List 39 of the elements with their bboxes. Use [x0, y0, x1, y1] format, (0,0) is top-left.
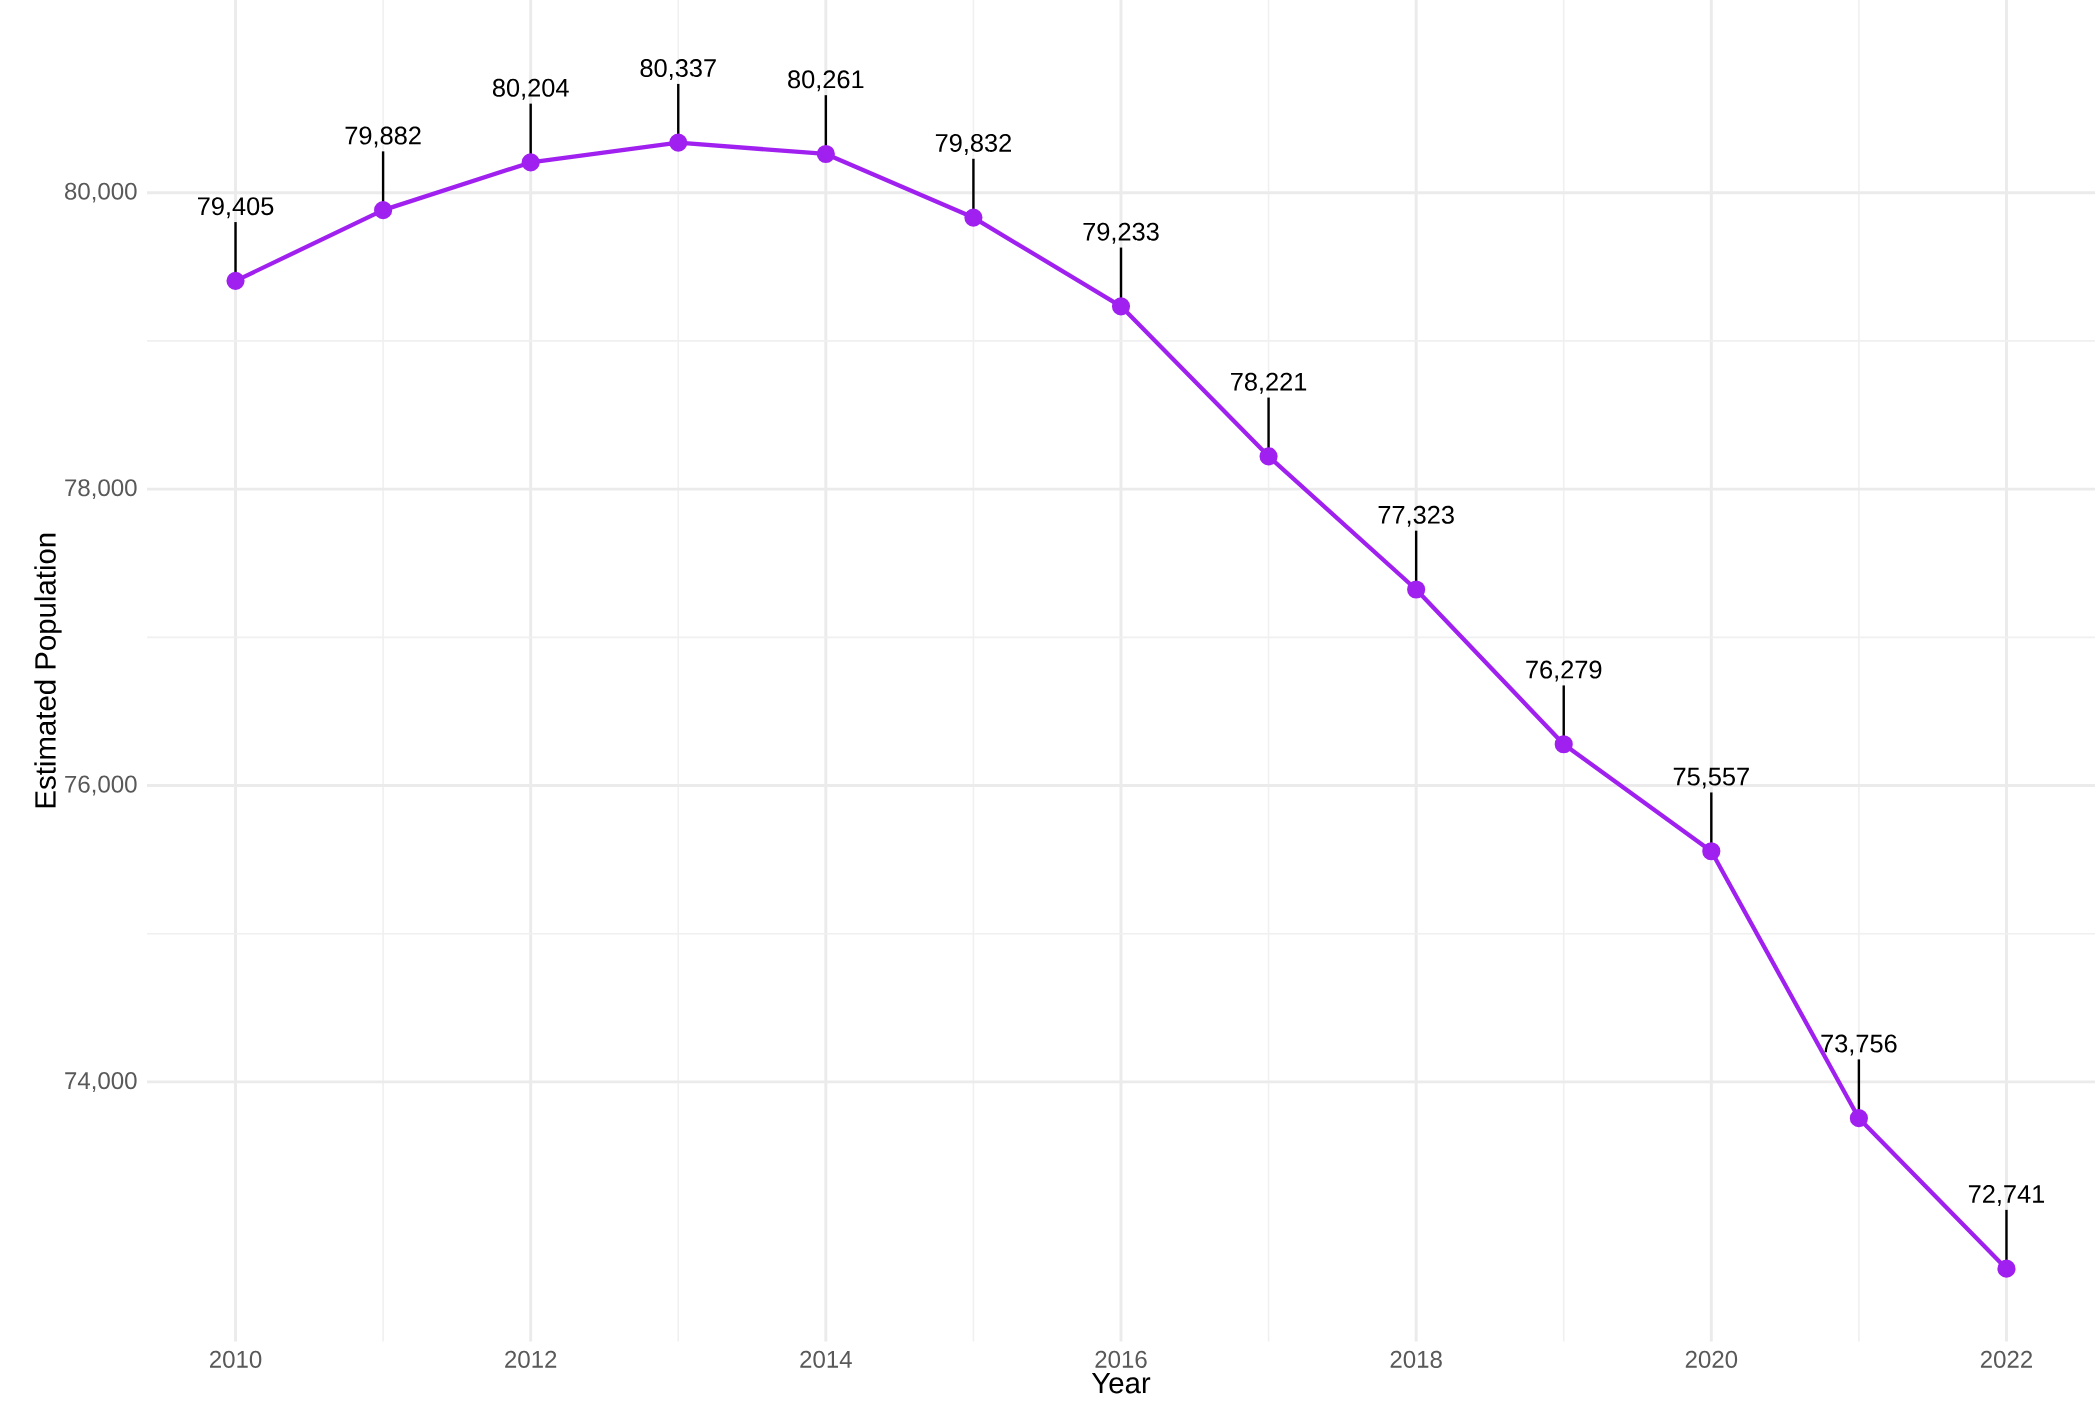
data-label: 79,233: [1083, 222, 1159, 244]
x-tick-label: 2020: [1685, 1351, 1738, 1369]
data-label: 76,279: [1526, 660, 1602, 682]
point: [226, 271, 245, 291]
x-tick-label: 2010: [209, 1351, 262, 1369]
x-tick-label: 2018: [1390, 1351, 1442, 1369]
data-label: 79,882: [345, 126, 421, 148]
x-tick-label: 2022: [1980, 1351, 2032, 1369]
data-label: 75,557: [1673, 768, 1749, 789]
point: [374, 201, 393, 220]
point: [964, 208, 983, 227]
data-label: 80,204: [492, 78, 569, 100]
point: [1407, 580, 1426, 599]
y-tick-label: 80,000: [65, 182, 137, 203]
point: [1849, 1109, 1868, 1128]
y-tick-label: 78,000: [65, 479, 137, 500]
point: [1259, 447, 1278, 466]
data-label: 80,261: [788, 70, 864, 92]
point: [1702, 842, 1721, 861]
point: [1997, 1259, 2016, 1278]
x-axis-title: Year: [1091, 1373, 1151, 1394]
data-label: 79,405: [198, 197, 274, 219]
point: [521, 153, 540, 172]
point: [669, 133, 688, 152]
y-axis-title: Estimated Population: [34, 534, 62, 808]
data-label: 73,756: [1821, 1034, 1897, 1056]
point: [1554, 735, 1573, 754]
x-tick-label: 2012: [505, 1351, 557, 1369]
y-tick-label: 74,000: [65, 1072, 137, 1093]
x-tick-label: 2016: [1095, 1351, 1147, 1369]
data-label: 72,741: [1968, 1185, 2045, 1207]
data-label: 77,323: [1378, 506, 1454, 528]
point: [816, 145, 835, 164]
data-label: 78,221: [1231, 372, 1307, 394]
point: [1111, 297, 1131, 316]
data-label: 80,337: [640, 59, 716, 81]
y-tick-label: 76,000: [65, 775, 137, 796]
data-label: 79,832: [935, 134, 1011, 156]
x-tick-label: 2014: [800, 1351, 852, 1369]
